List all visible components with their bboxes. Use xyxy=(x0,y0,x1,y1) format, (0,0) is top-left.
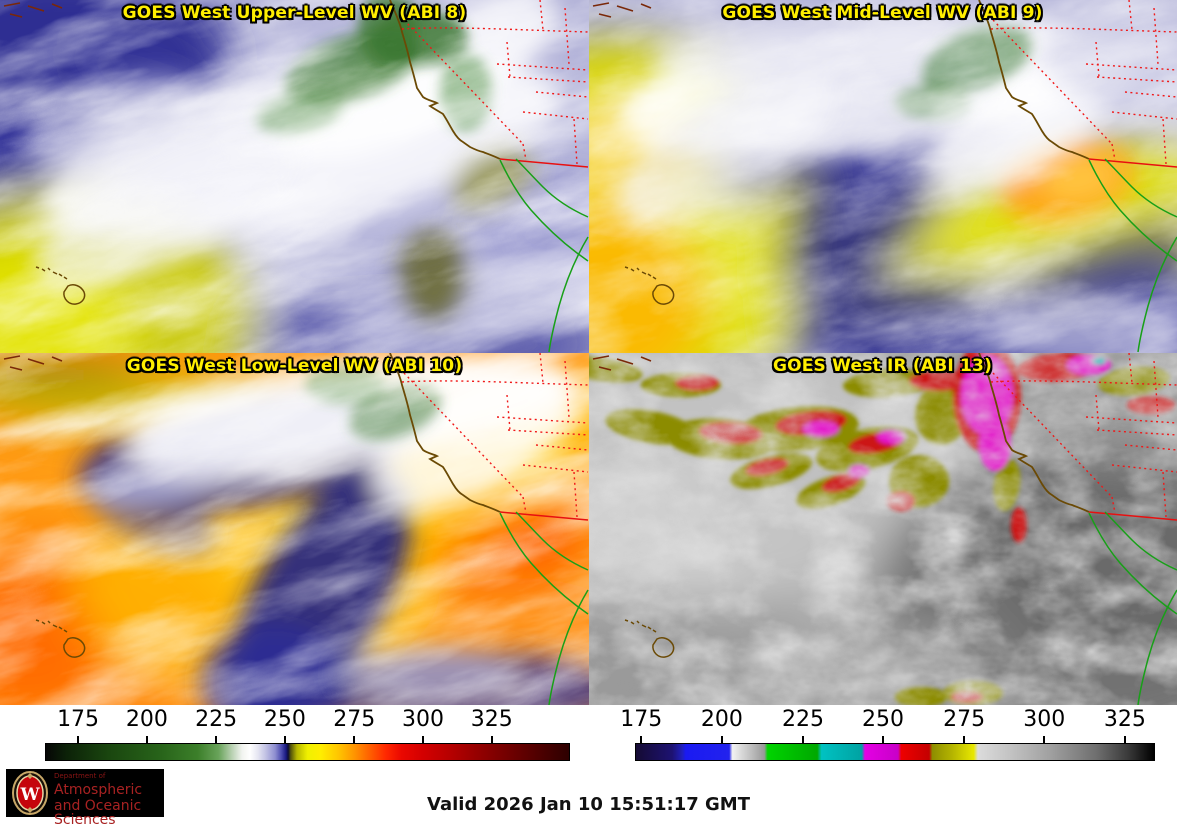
panel-abi9 xyxy=(589,0,1177,353)
wv-colorbar: 175 200 225 250 275 300 325 xyxy=(45,705,570,765)
wv-tick-label: 300 xyxy=(402,707,444,732)
ir-tick-label: 275 xyxy=(943,707,986,732)
ir-tick-mark xyxy=(720,736,723,743)
wv-tick-label: 175 xyxy=(57,707,100,732)
uw-crest-icon: W xyxy=(12,771,48,815)
wv-tick-label: 250 xyxy=(263,707,306,732)
svg-text:W: W xyxy=(19,785,40,805)
ir-tick-mark xyxy=(640,736,643,743)
ir-tick-label: 250 xyxy=(862,707,905,732)
uw-aos-logo: W Department of Atmospheric and Oceanic … xyxy=(6,769,164,827)
ir-tick-mark xyxy=(882,736,885,743)
logo-line-department: Department of xyxy=(54,772,106,780)
ir-tick-mark xyxy=(1043,736,1046,743)
ir-tick-label: 225 xyxy=(781,707,824,732)
panel-abi8 xyxy=(0,0,589,353)
wv-tick-mark xyxy=(490,736,493,743)
wv-tick-mark xyxy=(77,736,80,743)
wv-tick-mark xyxy=(145,736,148,743)
ir-colorbar-gradient xyxy=(635,743,1155,761)
wv-tick-label: 200 xyxy=(125,707,168,732)
ir-colorbar: 175 200 225 250 275 300 325 xyxy=(620,705,1155,765)
wv-tick-mark xyxy=(353,736,356,743)
wv-tick-label: 225 xyxy=(195,707,238,732)
ir-tick-label: 325 xyxy=(1103,707,1146,732)
ir-tick-label: 175 xyxy=(620,707,663,732)
ir-tick-label: 200 xyxy=(700,707,743,732)
wv-colorbar-gradient xyxy=(45,743,570,761)
ir-tick-mark xyxy=(801,736,804,743)
satellite-imagery-canvas xyxy=(0,0,1177,705)
valid-timestamp: Valid 2026 Jan 10 15:51:17 GMT xyxy=(427,794,750,815)
wv-tick-mark xyxy=(422,736,424,743)
panel-abi13 xyxy=(589,353,1177,705)
logo-line-atmospheric: Atmospheric xyxy=(54,782,143,798)
wv-tick-label: 325 xyxy=(470,707,513,732)
wv-tick-mark xyxy=(283,736,286,743)
ir-tick-mark xyxy=(1123,736,1126,743)
ir-tick-label: 300 xyxy=(1023,707,1066,732)
wv-tick-mark xyxy=(215,736,218,743)
wv-tick-label: 275 xyxy=(333,707,376,732)
ir-tick-mark xyxy=(963,736,966,743)
panel-abi10 xyxy=(0,353,589,705)
